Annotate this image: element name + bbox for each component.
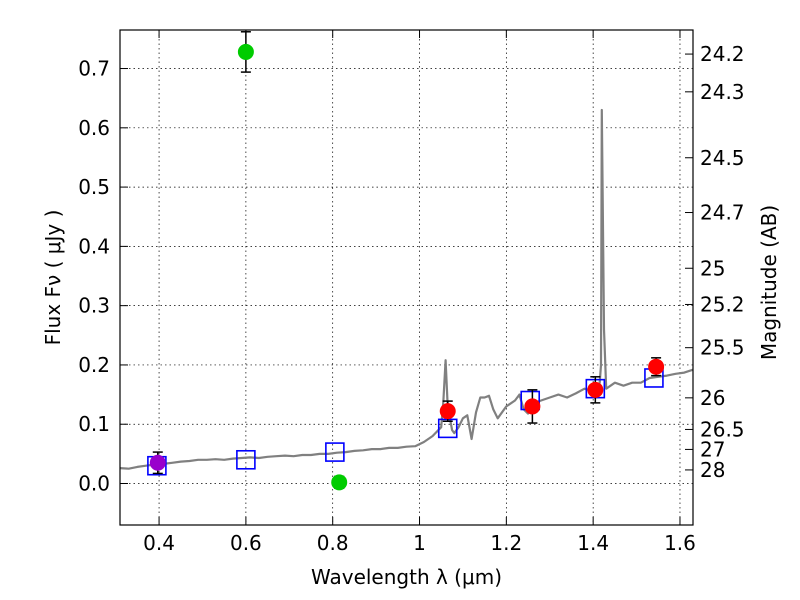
right-tick-label: 24.3	[700, 80, 745, 104]
right-tick-label: 25	[700, 256, 725, 280]
x-tick-label: 0.4	[143, 531, 175, 555]
x-tick-label: 0.8	[317, 531, 349, 555]
right-tick-label: 24.2	[700, 42, 745, 66]
observed-magenta-point	[149, 454, 166, 471]
right-tick-label: 25.2	[700, 292, 745, 316]
x-axis-title: Wavelength λ (μm)	[311, 565, 502, 589]
right-tick-label: 25.5	[700, 336, 745, 360]
x-tick-label: 1.6	[664, 531, 696, 555]
x-tick-label: 1.4	[577, 531, 609, 555]
y-tick-label: 0.0	[78, 472, 110, 496]
observed-red-point	[439, 403, 456, 420]
y-tick-label: 0.3	[78, 294, 110, 318]
y-tick-label: 0.6	[78, 116, 110, 140]
y-tick-label: 0.4	[78, 234, 110, 258]
plot-frame	[119, 29, 694, 526]
observed-red-point	[648, 358, 665, 375]
right-tick-label: 26	[700, 386, 725, 410]
x-tick-label: 1.2	[490, 531, 522, 555]
x-tick-label: 1	[413, 531, 426, 555]
observed-red-point	[587, 381, 604, 398]
observed-green-point	[331, 474, 348, 491]
x-tick-label: 0.6	[230, 531, 262, 555]
grid	[120, 30, 693, 525]
y-tick-label: 0.5	[78, 175, 110, 199]
y-tick-label: 0.2	[78, 353, 110, 377]
right-tick-label: 27	[700, 437, 725, 461]
model-spectrum-line	[119, 108, 694, 470]
y-axis-title: Flux Fν ( μJy )	[41, 210, 65, 346]
chart-marks	[119, 31, 694, 491]
right-tick-label: 28	[700, 458, 725, 482]
model-photometry-point	[325, 442, 345, 462]
observed-green-point	[237, 43, 254, 60]
axis-ticks: 0.4 0.6 0.8 1 1.2 1.4 1.6 0.0 0.1 0.2 0.3 0.4 0.5 0.6…	[78, 30, 745, 555]
right-tick-label: 24.7	[700, 201, 745, 225]
observed-red-point	[524, 398, 541, 415]
right-axis-title: Magnitude (AB)	[757, 205, 781, 360]
model-photometry-point	[236, 449, 256, 470]
y-tick-label: 0.1	[78, 412, 110, 436]
y-tick-label: 0.7	[78, 57, 110, 81]
right-tick-label: 24.5	[700, 146, 745, 170]
right-tick-label: 26.5	[700, 417, 745, 441]
